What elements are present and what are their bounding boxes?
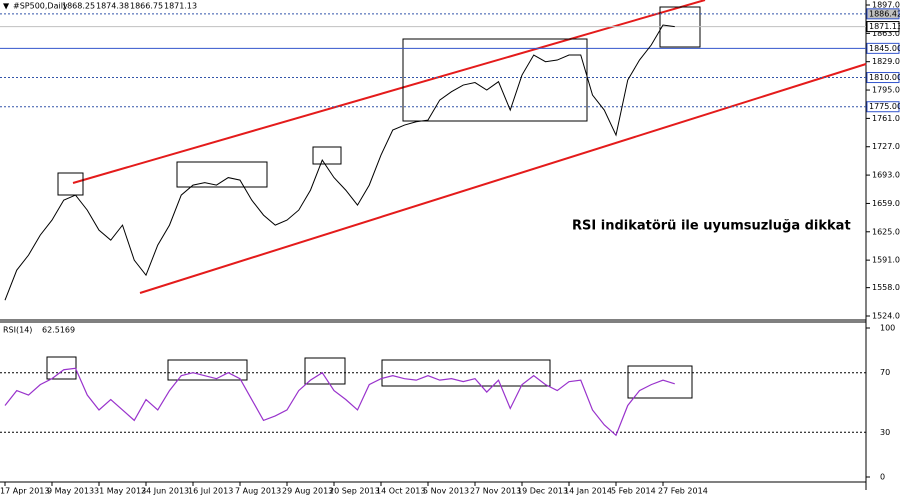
x-tick-label: 19 Dec 2013 — [517, 487, 568, 496]
y-tick-label: 70 — [880, 368, 890, 377]
y-tick-label: 1829.00 — [872, 57, 900, 66]
x-tick-label: 5 Nov 2013 — [423, 487, 469, 496]
level-label: 1775.00 — [869, 102, 900, 111]
y-tick-label: 1897.00 — [872, 1, 900, 10]
y-tick-label: 1524.00 — [872, 312, 900, 321]
x-tick-label: 9 May 2013 — [47, 487, 94, 496]
y-tick-label: 1795.00 — [872, 86, 900, 95]
box — [167, 359, 248, 381]
x-tick-label: 20 Sep 2013 — [329, 487, 380, 496]
y-tick-label: 0 — [880, 473, 885, 482]
ohlc-value: 1874.38 — [96, 2, 129, 11]
x-tick-label: 7 Aug 2013 — [235, 487, 281, 496]
y-tick-label: 1591.00 — [872, 256, 900, 265]
y-tick-label: 100 — [880, 324, 895, 333]
y-tick-label: 1558.00 — [872, 283, 900, 292]
x-tick-label: 27 Nov 2013 — [470, 487, 521, 496]
ohlc-value: 1866.75 — [130, 2, 163, 11]
symbol: #SP500,Daily — [13, 2, 68, 11]
dropdown-icon: ▼ — [3, 2, 10, 11]
x-tick-label: 16 Jul 2013 — [188, 487, 233, 496]
box — [402, 38, 588, 122]
current-price-label: 1871.13 — [869, 22, 900, 31]
annotation: RSI indikatörü ile uyumsuzluğa dikkat — [572, 219, 851, 234]
y-tick-label: 1863.00 — [872, 29, 900, 38]
box — [304, 357, 346, 385]
rsi-title: RSI(14) — [3, 326, 32, 335]
channel-lower — [139, 63, 867, 294]
box — [57, 172, 84, 196]
box — [176, 161, 268, 188]
annotation-boxes — [46, 6, 701, 399]
ohlc-value: 1871.13 — [164, 2, 197, 11]
channel-upper — [72, 0, 706, 184]
y-tick-label: 1727.00 — [872, 142, 900, 151]
box — [312, 146, 342, 165]
y-tick-label: 1761.00 — [872, 114, 900, 123]
series-line — [4, 367, 675, 437]
box — [627, 365, 693, 399]
x-tick-label: 5 Feb 2014 — [611, 487, 656, 496]
current-price-box — [866, 21, 900, 33]
x-tick-label: 14 Oct 2013 — [376, 487, 425, 496]
level-label: 1810.00 — [869, 73, 900, 82]
y-tick-label: 1693.00 — [872, 171, 900, 180]
level-label: 1886.42 — [869, 9, 900, 18]
x-tick-label: 14 Jan 2014 — [564, 487, 612, 496]
level-label-box — [866, 101, 900, 113]
x-tick-label: 29 Aug 2013 — [282, 487, 333, 496]
level-label-box — [866, 8, 900, 20]
ohlc-value: 1868.25 — [62, 2, 95, 11]
rsi-last: 62.5169 — [42, 326, 75, 335]
series-line — [4, 24, 675, 301]
x-tick-label: 17 Apr 2013 — [0, 487, 49, 496]
y-tick-label: 1659.00 — [872, 199, 900, 208]
y-tick-label: 1625.00 — [872, 227, 900, 236]
y-tick-label: 30 — [880, 428, 890, 437]
x-tick-label: 31 May 2013 — [94, 487, 146, 496]
level-label: 1845.00 — [869, 44, 900, 53]
x-tick-label: 27 Feb 2014 — [658, 487, 708, 496]
level-label-box — [866, 72, 900, 84]
level-label-box — [866, 42, 900, 54]
x-tick-label: 24 Jun 2013 — [141, 487, 189, 496]
